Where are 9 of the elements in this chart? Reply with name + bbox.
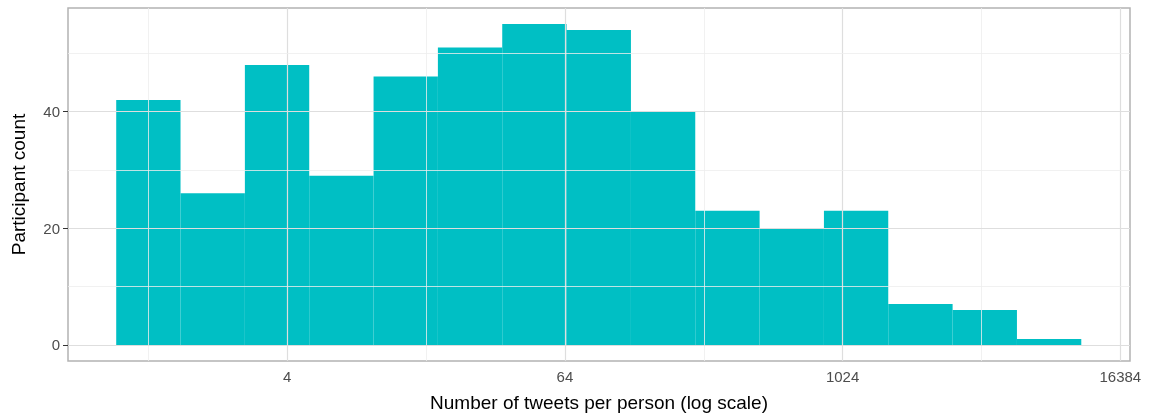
y-axis-title: Participant count [8,113,29,256]
x-axis-title: Number of tweets per person (log scale) [430,392,768,413]
y-tick-label: 0 [51,336,60,354]
y-tick-label: 20 [43,219,60,237]
x-tick-label: 64 [556,368,574,385]
y-tick-label: 40 [43,103,60,121]
x-tick-label: 4 [283,368,292,385]
x-tick-label: 1024 [825,368,860,385]
x-tick-label: 16384 [1099,368,1142,385]
